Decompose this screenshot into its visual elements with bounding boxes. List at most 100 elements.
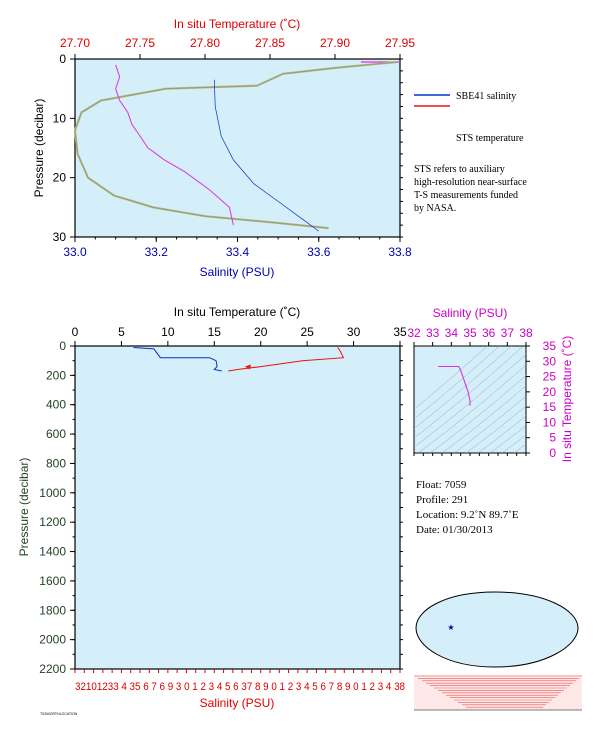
ts-sal-tick-label: 34	[445, 326, 459, 340]
sbe-salinity-line	[213, 79, 320, 232]
bottom-profile-panel: 0 5 10 15 20 25 30 35 0 200 400 600 800 1000 1200 1400 1…	[17, 305, 407, 716]
bottom-pres-tick-label: 1000	[39, 486, 66, 500]
top-pres-tick-label: 20	[53, 171, 67, 185]
ts-isopycnal	[429, 375, 526, 453]
ts-temp-tick-label: 5	[549, 431, 556, 445]
top-salinity-axis-label: Salinity (PSU)	[200, 265, 275, 279]
bottom-pres-tick-label: 400	[46, 398, 66, 412]
ts-isopycnal	[414, 354, 526, 448]
bottom-pres-tick-label: 1600	[39, 574, 66, 588]
ts-temp-tick-label: 30	[543, 354, 557, 368]
ts-temp-tick-label: 35	[543, 339, 557, 353]
bottom-salinity-line	[133, 347, 222, 372]
ts-profile-line	[438, 365, 471, 406]
top-temp-tick-label: 27.95	[385, 36, 415, 50]
sts-temperature-line	[74, 61, 398, 229]
bottom-temp-tick-label: 35	[393, 325, 407, 339]
bottom-temp-tick-label: 20	[254, 325, 268, 339]
bottom-pres-tick-label: 0	[59, 339, 66, 353]
top-profile-panel: 27.70 27.75 27.80 27.85 27.90 27.95 33.0 33.2 33…	[32, 17, 415, 279]
top-temperature-axis-label: In situ Temperature (˚C)	[174, 17, 301, 31]
ts-sal-tick-label: 37	[501, 326, 515, 340]
ts-isopycnal	[414, 346, 512, 429]
ts-sal-tick-label: 35	[463, 326, 477, 340]
ts-sal-tick-label: 36	[482, 326, 496, 340]
top-plot-background	[74, 58, 401, 238]
bottom-plot-background	[74, 345, 401, 670]
map-outline	[415, 591, 579, 668]
bottom-pres-tick-label: 1800	[39, 603, 66, 617]
bottom-pres-tick-label: 200	[46, 368, 66, 382]
float-info-block: Float: 7059 Profile: 291 Location: 9.2˚N…	[416, 479, 519, 536]
ts-salinity-axis-label: Salinity (PSU)	[433, 306, 508, 320]
date-text: Date: 01/30/2013	[416, 524, 493, 536]
bottom-temp-tick-label: 25	[300, 325, 314, 339]
legend-sts-label: STS temperature	[456, 133, 524, 144]
top-sal-tick-label: 33.4	[226, 245, 250, 259]
ts-isopycnal	[489, 425, 526, 453]
top-temp-tick-label: 27.70	[60, 36, 90, 50]
top-pres-tick-label: 0	[59, 52, 66, 66]
ts-temp-tick-label: 15	[543, 400, 557, 414]
top-temp-tick-label: 27.80	[190, 36, 220, 50]
ts-isopycnal	[477, 415, 526, 453]
top-pressure-axis-label: Pressure (decibar)	[32, 99, 46, 198]
bottom-pres-tick-label: 2000	[39, 633, 66, 647]
legend-note-line-1: STS refers to auxiliary	[414, 164, 505, 175]
footer-small-text: TS2WORTHLOCATION	[40, 712, 78, 716]
bottom-temperature-line	[228, 347, 345, 372]
bottom-temp-tick-label: 10	[161, 325, 175, 339]
float-id-text: Float: 7059	[416, 479, 467, 491]
top-sal-tick-label: 33.8	[388, 245, 412, 259]
ts-isopycnal	[453, 395, 526, 453]
top-temp-tick-label: 27.85	[255, 36, 285, 50]
ts-isopycnal	[414, 346, 500, 420]
bottom-temperature-arrow	[244, 364, 251, 370]
bottom-temp-tick-label: 30	[347, 325, 361, 339]
ts-temp-tick-label: 10	[543, 415, 557, 429]
top-temp-tick-label: 27.90	[320, 36, 350, 50]
bottom-salinity-axis-label: Salinity (PSU)	[200, 696, 275, 710]
bottom-temp-tick-label: 15	[208, 325, 222, 339]
ts-isopycnal	[465, 405, 526, 453]
bottom-pres-tick-label: 1400	[39, 545, 66, 559]
bottom-pres-tick-label: 1200	[39, 515, 66, 529]
top-sal-tick-label: 33.0	[63, 245, 87, 259]
ts-isopycnal	[417, 364, 526, 453]
bottom-temp-tick-label: 5	[118, 325, 125, 339]
legend-note-line-4: by NASA.	[414, 203, 456, 214]
ts-isopycnal	[513, 443, 526, 453]
bottom-temp-tick-label: 0	[72, 325, 79, 339]
profile-id-text: Profile: 291	[416, 494, 468, 506]
top-temp-tick-label: 27.75	[125, 36, 155, 50]
ts-isopycnal	[414, 346, 488, 410]
legend-sbe-label: SBE41 salinity	[456, 91, 516, 102]
bottom-salinity-tick-labels: 32101233 4 35 6 7 6 9 3 0 1 2 3 4 5 6 37…	[75, 681, 405, 693]
bottom-temperature-axis-label: In situ Temperature (˚C)	[174, 305, 301, 319]
ts-temp-tick-label: 0	[549, 446, 556, 460]
sts-salinity-line	[115, 64, 234, 226]
location-map: ★	[415, 591, 579, 668]
ts-temperature-axis-label: In situ Temperature (˚C)	[560, 336, 574, 463]
bottom-pres-tick-label: 600	[46, 427, 66, 441]
bottom-pres-tick-label: 800	[46, 456, 66, 470]
legend-note-line-3: T-S measurements funded	[414, 190, 518, 201]
ts-temp-tick-label: 20	[543, 385, 557, 399]
legend-note-line-2: high-resolution near-surface	[414, 177, 527, 188]
top-sal-tick-label: 33.6	[307, 245, 331, 259]
legend: SBE41 salinity STS temperature STS refer…	[414, 91, 527, 214]
ts-isopycnal	[441, 385, 526, 453]
bottom-pres-tick-label: 2200	[39, 662, 66, 676]
location-text: Location: 9.2˚N 89.7˚E	[416, 509, 519, 521]
top-pres-tick-label: 10	[53, 111, 67, 125]
ts-sal-tick-label: 38	[519, 326, 533, 340]
ts-sal-tick-label: 33	[426, 326, 440, 340]
top-sal-tick-label: 33.2	[145, 245, 169, 259]
hatch-strip	[414, 675, 582, 711]
ts-sal-tick-label: 32	[407, 326, 421, 340]
bottom-pressure-axis-label: Pressure (decibar)	[17, 458, 31, 557]
ts-isopycnal	[414, 346, 524, 439]
ts-temp-tick-label: 25	[543, 370, 557, 384]
